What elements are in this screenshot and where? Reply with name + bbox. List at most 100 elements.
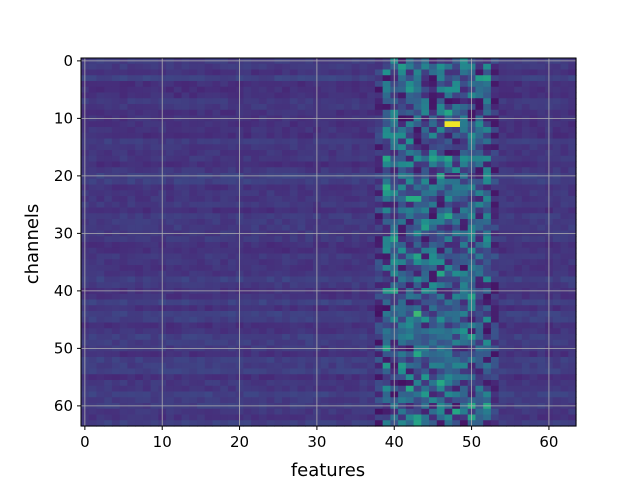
heatmap-cell [173,75,183,82]
heatmap-cell [421,161,430,168]
heatmap-cell [405,81,415,88]
heatmap-cell [529,408,538,416]
heatmap-cell [351,75,361,82]
heatmap-cell [398,121,407,128]
heatmap-cell [483,391,492,398]
heatmap-cell [328,104,337,111]
heatmap-cell [119,138,128,145]
heatmap-cell [436,92,446,99]
heatmap-cell [475,224,484,232]
heatmap-cell [173,161,183,168]
heatmap-cell [552,109,562,117]
heatmap-cell [119,408,128,416]
heatmap-cell [166,213,175,220]
heatmap-cell [490,420,500,427]
heatmap-cell [444,138,453,145]
heatmap-cell [459,161,469,168]
heatmap-cell [96,362,105,370]
heatmap-cell [181,259,190,266]
heatmap-cell [88,155,98,163]
heatmap-cell [413,328,422,335]
heatmap-cell [204,213,214,220]
heatmap-cell [328,408,337,416]
heatmap-cell [405,339,415,347]
heatmap-cell [475,368,484,375]
heatmap-cell [243,98,252,105]
heatmap-cell [367,282,376,289]
heatmap-cell [560,259,569,266]
heatmap-cell [297,259,306,266]
heatmap-cell [135,150,144,157]
heatmap-cell [212,408,221,416]
heatmap-cell [444,236,453,243]
heatmap-cell [514,247,523,255]
heatmap-cell [204,92,214,99]
heatmap-cell [459,63,469,71]
heatmap-cell [359,351,368,358]
heatmap-cell [328,362,337,370]
heatmap-cell [282,121,291,128]
heatmap-cell [382,305,391,312]
heatmap-cell [142,196,152,203]
heatmap-cell [96,380,105,387]
heatmap-cell [429,69,438,76]
heatmap-cell [119,161,128,168]
heatmap-cell [413,81,422,88]
heatmap-cell [436,132,446,140]
heatmap-cell [328,92,337,99]
heatmap-cell [367,75,376,82]
heatmap-cell [266,127,275,134]
heatmap-cell [498,293,507,301]
heatmap-cell [297,362,306,370]
heatmap-cell [382,190,391,197]
heatmap-cell [343,109,353,117]
heatmap-cell [552,190,562,197]
heatmap-cell [204,351,214,358]
heatmap-cell [459,178,469,186]
heatmap-cell [506,397,515,404]
heatmap-cell [135,414,144,421]
heatmap-cell [104,196,113,203]
heatmap-cell [305,276,314,283]
heatmap-cell [88,161,98,168]
heatmap-cell [227,81,237,88]
heatmap-cell [374,259,384,266]
heatmap-cell [305,293,314,301]
heatmap-cell [181,420,190,427]
heatmap-cell [127,259,136,266]
heatmap-cell [320,391,330,398]
heatmap-cell [328,63,337,71]
heatmap-cell [475,414,484,421]
heatmap-cell [351,144,361,151]
heatmap-cell [96,92,105,99]
heatmap-cell [328,322,337,329]
heatmap-cell [452,121,461,128]
heatmap-cell [359,276,368,283]
heatmap-cell [374,178,384,186]
heatmap-cell [521,155,531,163]
heatmap-cell [297,328,306,335]
heatmap-cell [173,92,183,99]
heatmap-cell [436,391,446,398]
heatmap-cell [529,81,538,88]
heatmap-cell [475,213,484,220]
heatmap-cell [421,328,430,335]
heatmap-cell [181,219,190,226]
heatmap-cell [135,282,144,289]
heatmap-cell [398,247,407,255]
heatmap-cell [305,190,314,197]
heatmap-cell [459,196,469,203]
heatmap-cell [444,316,453,324]
heatmap-cell [398,127,407,134]
heatmap-cell [568,236,577,243]
heatmap-cell [266,259,275,266]
heatmap-cell [521,414,531,421]
heatmap-cell [398,408,407,416]
heatmap-cell [104,276,113,283]
heatmap-cell [521,190,531,197]
heatmap-cell [552,351,562,358]
heatmap-cell [398,167,407,174]
heatmap-cell [204,219,214,226]
heatmap-cell [220,391,229,398]
heatmap-cell [173,167,183,174]
